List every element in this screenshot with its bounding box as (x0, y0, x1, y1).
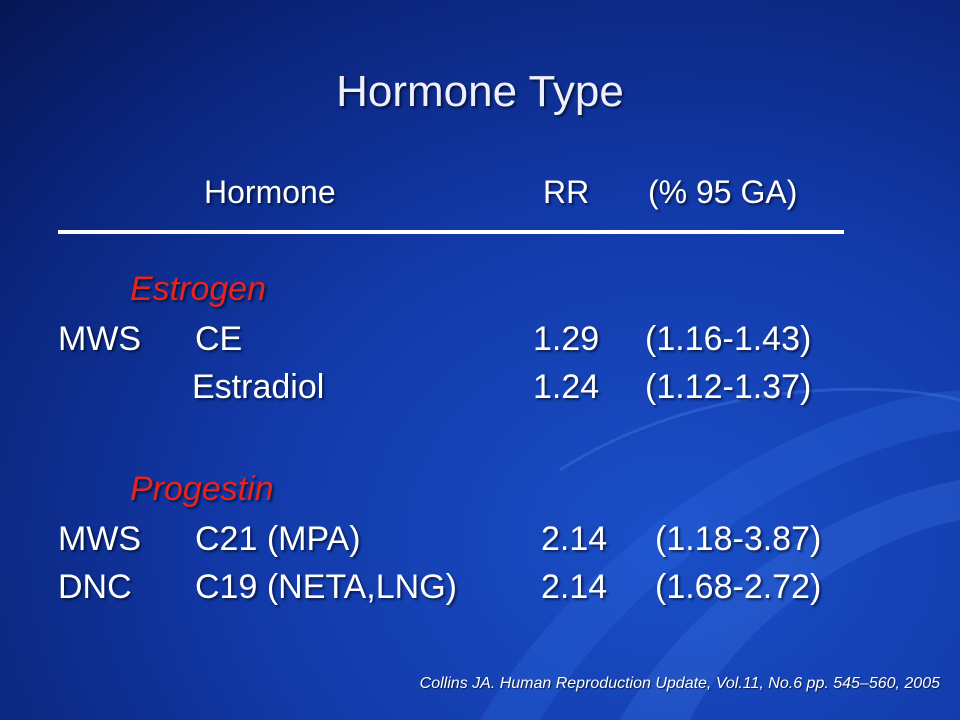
ci: (1.18-3.87) (655, 520, 822, 558)
group-label: Estrogen (130, 270, 267, 308)
header-rule (58, 230, 844, 234)
column-header: (% 95 GA) (648, 174, 798, 210)
ci: (1.16-1.43) (645, 320, 812, 358)
rr: 2.14 (541, 520, 608, 558)
rr: 2.14 (541, 568, 608, 606)
hormone: C19 (NETA,LNG) (195, 568, 457, 606)
study: MWS (58, 320, 142, 358)
citation: Collins JA. Human Reproduction Update, V… (419, 675, 940, 692)
study: MWS (58, 520, 142, 558)
ci: (1.68-2.72) (655, 568, 822, 606)
study: DNC (58, 568, 132, 606)
group-label: Progestin (130, 470, 274, 508)
hormone: CE (195, 320, 243, 358)
hormone: Estradiol (192, 368, 325, 406)
rr: 1.29 (533, 320, 600, 358)
hormone: C21 (MPA) (195, 520, 361, 558)
column-header: Hormone (204, 174, 336, 210)
column-header: RR (543, 174, 590, 210)
slide-title: Hormone Type (336, 67, 624, 116)
ci: (1.12-1.37) (645, 368, 812, 406)
rr: 1.24 (533, 368, 600, 406)
